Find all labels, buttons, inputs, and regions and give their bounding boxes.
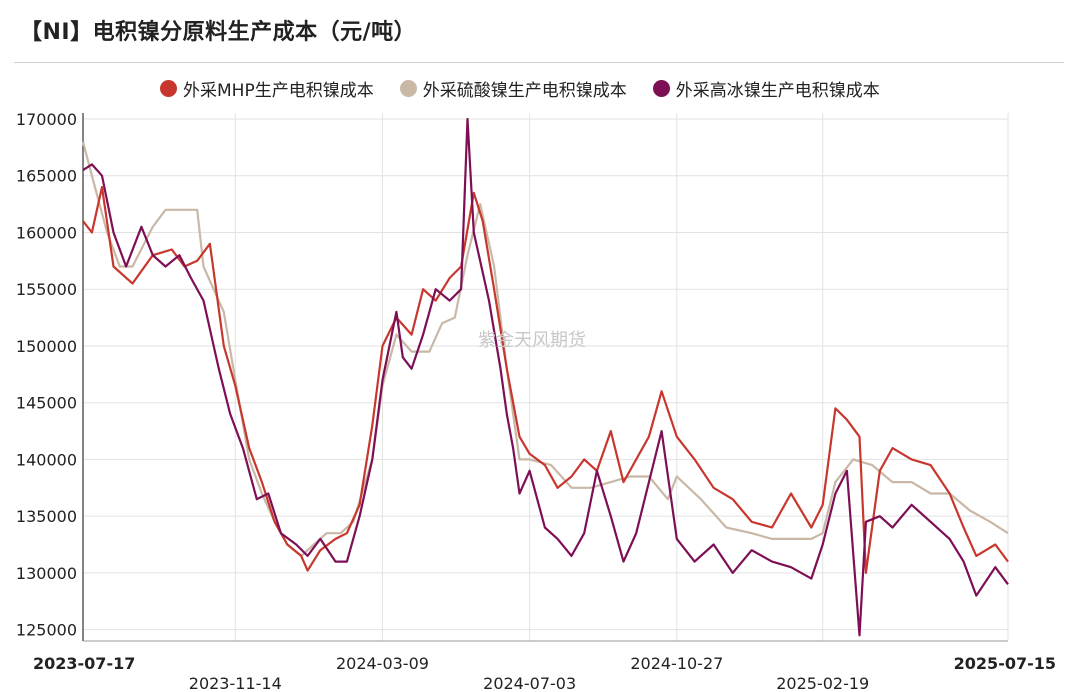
legend-dot-mhp xyxy=(160,80,177,97)
legend-item-matte[interactable]: 外采高冰镍生产电积镍成本 xyxy=(652,76,880,101)
y-tick-label: 170000 xyxy=(16,110,77,129)
legend-label-mhp: 外采MHP生产电积镍成本 xyxy=(183,81,374,101)
title-divider xyxy=(14,62,1064,63)
legend-label-sulfate: 外采硫酸镍生产电积镍成本 xyxy=(422,81,627,101)
y-tick-label: 135000 xyxy=(16,507,77,526)
y-tick-label: 125000 xyxy=(16,621,77,640)
page-title: 【NI】电积镍分原料生产成本（元/吨） xyxy=(20,20,417,45)
x-tick-label: 2024-10-27 xyxy=(630,654,723,673)
x-tick-label: 2024-07-03 xyxy=(483,674,576,692)
y-tick-label: 145000 xyxy=(16,394,77,413)
x-tick-label: 2024-03-09 xyxy=(336,654,429,673)
x-tick-label: 2023-07-17 xyxy=(33,654,135,673)
x-tick-label: 2025-07-15 xyxy=(954,654,1056,673)
legend-item-mhp[interactable]: 外采MHP生产电积镍成本 xyxy=(160,76,374,101)
watermark-text: 紫金天风期货 xyxy=(478,330,586,351)
legend-item-sulfate[interactable]: 外采硫酸镍生产电积镍成本 xyxy=(399,76,627,101)
y-tick-label: 140000 xyxy=(16,450,77,469)
y-tick-label: 150000 xyxy=(16,337,77,356)
y-tick-label: 165000 xyxy=(16,167,77,186)
legend-dot-sulfate xyxy=(399,80,417,97)
series-line-matte xyxy=(82,117,1009,637)
y-tick-label: 160000 xyxy=(16,223,77,242)
legend-dot-matte xyxy=(652,80,670,97)
y-tick-label: 130000 xyxy=(16,564,77,583)
y-tick-label: 155000 xyxy=(16,280,77,299)
series-line-mhp xyxy=(82,186,1009,574)
chart-legend: 外采MHP生产电积镍成本 外采硫酸镍生产电积镍成本 外采高冰镍生产电积镍成本 xyxy=(160,76,880,101)
legend-label-matte: 外采高冰镍生产电积镍成本 xyxy=(675,81,880,101)
x-tick-label: 2023-11-14 xyxy=(189,674,282,692)
x-tick-label: 2025-02-19 xyxy=(776,674,869,692)
